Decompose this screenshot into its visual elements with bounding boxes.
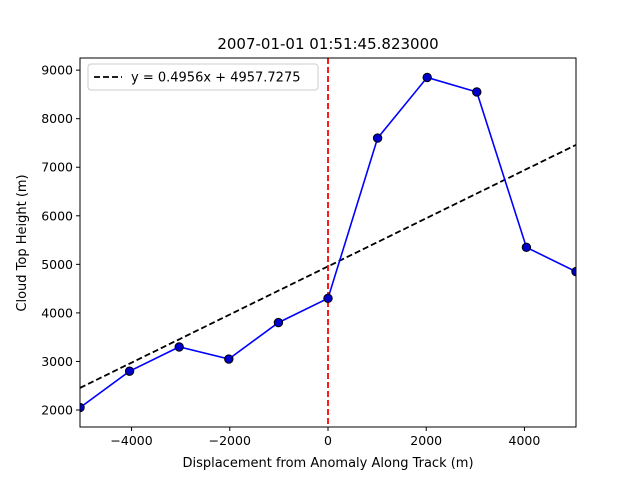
legend-box bbox=[87, 63, 319, 91]
y-axis-label: Cloud Top Height (m) bbox=[15, 174, 30, 311]
data-point bbox=[124, 366, 135, 376]
data-point bbox=[224, 354, 234, 364]
data-point bbox=[521, 242, 532, 253]
data-point bbox=[174, 342, 184, 352]
plot-area: −4000 −2000 0 2000 4000 2000 3000 4000 5000 6000 7… bbox=[41, 57, 577, 448]
y-tick-label: 4000 bbox=[41, 305, 73, 320]
data-point bbox=[323, 293, 333, 304]
y-tick-label: 3000 bbox=[41, 354, 73, 369]
x-tick-label: 2000 bbox=[410, 433, 442, 448]
x-tick-label: −4000 bbox=[110, 433, 152, 448]
legend-label: y = 0.4956x + 4957.7275 bbox=[131, 71, 301, 86]
x-tick-label: −2000 bbox=[209, 433, 251, 448]
data-point bbox=[422, 72, 432, 83]
fit-line bbox=[80, 144, 576, 389]
chart-title: 2007-01-01 01:51:45.823000 bbox=[217, 35, 438, 53]
legend: y = 0.4956x + 4957.7275 bbox=[87, 63, 319, 91]
y-tick-label: 5000 bbox=[41, 257, 73, 272]
x-axis-label: Displacement from Anomaly Along Track (m… bbox=[182, 456, 473, 471]
data-point bbox=[472, 87, 482, 97]
data-point bbox=[372, 133, 383, 143]
y-tick-label: 2000 bbox=[41, 403, 73, 418]
y-tick-label: 7000 bbox=[41, 160, 73, 175]
plot-content bbox=[80, 58, 576, 427]
data-point bbox=[273, 317, 284, 328]
y-tick-label: 9000 bbox=[41, 63, 73, 78]
x-tick-label: 0 bbox=[324, 433, 332, 448]
x-tick-label: 4000 bbox=[509, 433, 541, 448]
y-tick-label: 8000 bbox=[41, 111, 73, 126]
y-tick-label: 6000 bbox=[41, 208, 73, 223]
